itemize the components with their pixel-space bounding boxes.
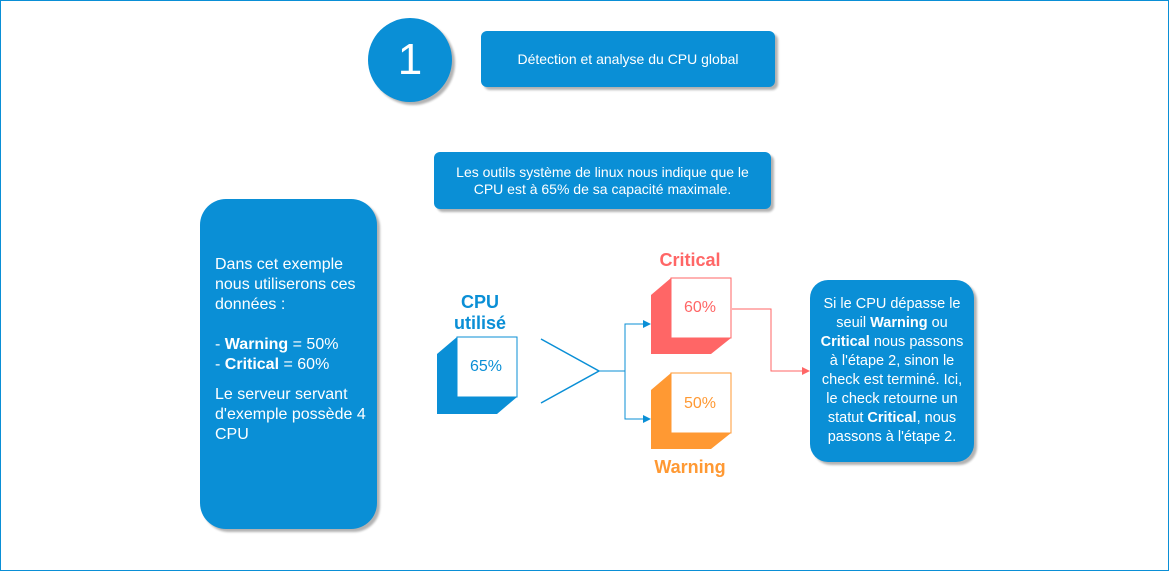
critical-value-text: 60% [684,299,717,316]
arrow-to-critical [599,320,651,372]
example-box: Dans cet exemple nous utiliserons ces do… [200,199,377,529]
info-box: Les outils système de linux nous indique… [434,152,771,209]
arrow-to-warning [624,371,651,423]
warning-title: Warning [654,457,726,477]
warning-value-text: 50% [684,395,717,412]
critical-value: = 60% [279,356,330,373]
step-title: Détection et analyse du CPU global [481,31,775,87]
warning-label: Warning [224,336,289,353]
critical-title: Critical [659,250,721,270]
server-info: Le serveur servant d'exemple possède 4 C… [215,386,366,443]
critical-label: Critical [224,356,280,373]
example-intro: Dans cet exemple nous utiliserons ces do… [215,256,356,313]
step-number-badge: 1 [368,18,452,102]
warning-cube [651,372,732,449]
critical-cube [651,277,732,354]
warning-value: = 50% [288,336,339,353]
cpu-cube [437,336,518,414]
cpu-value: 65% [470,358,503,375]
cpu-label: CPU utilisé [453,292,506,333]
compare-symbol [540,338,601,404]
arrow-to-result [732,308,810,375]
result-box: Si le CPU dépasse le seuil Warning ou Cr… [810,280,974,462]
